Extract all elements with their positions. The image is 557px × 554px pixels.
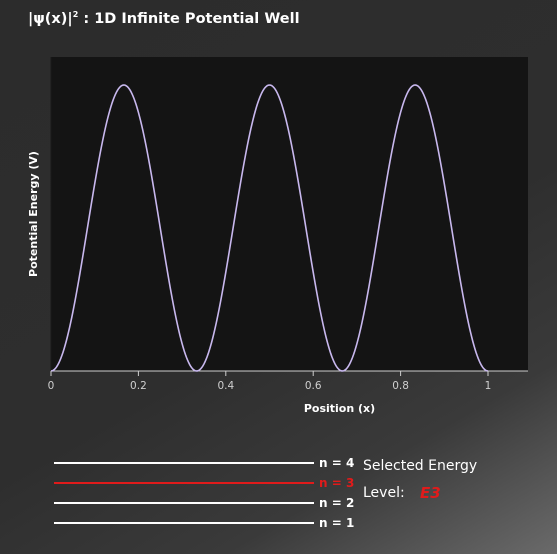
- energy-level-n1[interactable]: n = 1: [54, 515, 354, 531]
- x-axis-label: Position (x): [304, 402, 375, 415]
- energy-level-label: n = 1: [319, 516, 355, 530]
- plot-area: [51, 57, 528, 371]
- energy-level-line: [54, 482, 314, 484]
- energy-level-n2[interactable]: n = 2: [54, 495, 354, 511]
- selected-level-value: E3: [420, 484, 441, 502]
- x-tick-label: 0.8: [392, 380, 409, 392]
- x-tick-label: 0: [48, 380, 55, 392]
- energy-level-line: [54, 522, 314, 524]
- x-tick-label: 0.2: [130, 380, 147, 392]
- energy-level-line: [54, 462, 314, 464]
- energy-level-line: [54, 502, 314, 504]
- y-axis-label: Potential Energy (V): [27, 151, 40, 277]
- energy-level-label: n = 4: [319, 456, 355, 470]
- x-tick-label: 0.4: [217, 380, 234, 392]
- page-title: |ψ(x)|2 : 1D Infinite Potential Well: [28, 10, 300, 27]
- selected-level-label: Level:: [363, 485, 405, 501]
- x-tick-label: 0.6: [305, 380, 322, 392]
- psi-squared-series-line: [50, 84, 489, 372]
- x-tick-label: 1: [485, 380, 492, 392]
- energy-level-label: n = 2: [319, 496, 355, 510]
- energy-level-n4[interactable]: n = 4: [54, 455, 354, 471]
- selected-level-row: Level: E3: [363, 484, 441, 502]
- energy-level-n3[interactable]: n = 3: [54, 475, 354, 491]
- energy-level-label: n = 3: [319, 476, 355, 490]
- selected-energy-heading: Selected Energy: [363, 458, 478, 474]
